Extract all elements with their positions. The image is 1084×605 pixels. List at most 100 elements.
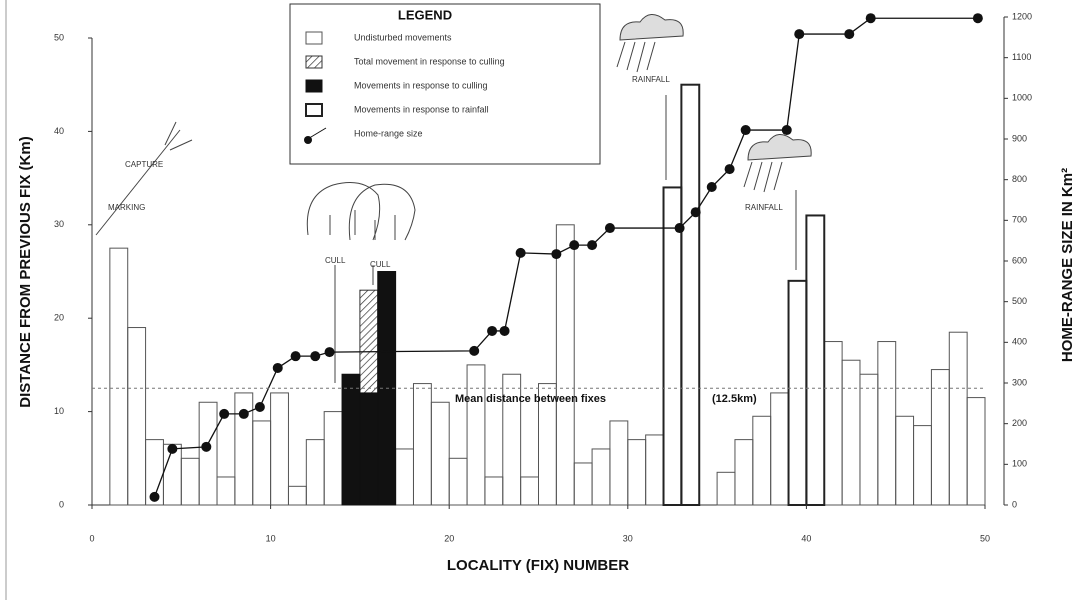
annotation: RAINFALL [632,75,670,84]
mean-label: Mean distance between fixes [455,393,606,405]
legend-title: LEGEND [398,7,452,22]
x-tick-label: 50 [980,533,990,543]
bar [574,463,592,505]
home-range-point [551,249,561,259]
annotation: CAPTURE [125,160,163,169]
chart: LOCALITY (FIX) NUMBER DISTANCE FROM PREV… [0,0,1084,600]
y2-tick-label: 300 [1012,377,1027,387]
dart-icon [170,140,192,150]
x-tick-label: 30 [623,533,633,543]
bar [217,477,235,505]
y2-tick-label: 800 [1012,174,1027,184]
y-tick-label: 0 [59,499,64,509]
x-tick-label: 10 [266,533,276,543]
legend-label: Home-range size [354,128,423,138]
home-range-point [150,492,160,502]
bar [431,402,449,505]
home-range-point [239,409,249,419]
legend-label: Movements in response to culling [354,80,488,90]
bar [306,440,324,505]
y2-tick-label: 0 [1012,499,1017,509]
bar [878,342,896,505]
home-range-point [675,223,685,233]
bar [806,215,824,505]
home-range-point [201,442,211,452]
home-range-point [973,13,983,23]
bar [199,402,217,505]
bar [860,374,878,505]
y2-tick-label: 500 [1012,296,1027,306]
bar [646,435,664,505]
bar [931,370,949,505]
bar [181,458,199,505]
bar [449,458,467,505]
bar [610,421,628,505]
bar [324,412,342,505]
home-range-point [273,363,283,373]
bar [253,421,271,505]
legend-label: Movements in response to rainfall [354,104,489,114]
home-range-point [725,164,735,174]
bar [789,281,807,505]
home-range-point [844,29,854,39]
legend-label: Undisturbed movements [354,32,452,42]
y2-tick-label: 900 [1012,133,1027,143]
bar [824,342,842,505]
bar [735,440,753,505]
home-range-point [291,351,301,361]
x-tick-label: 20 [444,533,454,543]
annotation: CULL [325,256,346,265]
bar [949,332,967,505]
home-range-point [866,13,876,23]
bar [413,384,431,505]
bar [128,328,146,505]
bar [842,360,860,505]
y-tick-label: 10 [54,406,64,416]
bar [896,416,914,505]
mean-value-label: (12.5km) [712,393,757,405]
bar [681,85,699,505]
elephant-icon [349,184,415,240]
home-range-point [325,347,335,357]
bar [592,449,610,505]
bar [717,472,735,505]
home-range-point [255,402,265,412]
bar [664,187,682,505]
home-range-point [587,240,597,250]
cloud-icon [748,134,811,160]
bar [485,477,503,505]
y2-axis-title: HOME-RANGE SIZE IN Km² [1059,168,1076,362]
y-tick-label: 50 [54,32,64,42]
bar [914,426,932,505]
home-range-point [707,182,717,192]
bar [753,416,771,505]
y2-tick-label: 1000 [1012,93,1032,103]
x-axis-title: LOCALITY (FIX) NUMBER [447,557,629,574]
y2-tick-label: 600 [1012,255,1027,265]
y2-tick-label: 1200 [1012,11,1032,21]
home-range-point [500,326,510,336]
home-range-point [691,207,701,217]
bar [271,393,289,505]
legend-label: Total movement in response to culling [354,56,505,66]
x-tick-label: 40 [801,533,811,543]
y2-tick-label: 400 [1012,337,1027,347]
y2-tick-label: 100 [1012,459,1027,469]
y2-tick-label: 200 [1012,418,1027,428]
rain-icon [744,162,782,192]
y-tick-label: 40 [54,126,64,136]
bar [771,393,789,505]
bar [110,248,128,505]
y-axis-title: DISTANCE FROM PREVIOUS FIX (Km) [17,136,34,407]
home-range-point [782,125,792,135]
home-range-point [516,248,526,258]
bar [396,449,414,505]
home-range-point [794,29,804,39]
home-range-point [741,125,751,135]
cloud-icon [620,14,683,40]
home-range-point [167,444,177,454]
home-range-point [487,326,497,336]
annotation: MARKING [108,203,145,212]
legend-swatch [304,136,312,144]
legend-swatch [306,80,322,92]
